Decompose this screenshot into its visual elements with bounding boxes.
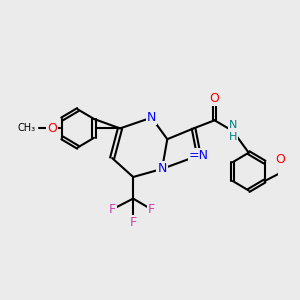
Text: =N: =N bbox=[189, 149, 209, 162]
Text: CH₃: CH₃ bbox=[18, 123, 36, 134]
Text: F: F bbox=[148, 203, 155, 216]
Text: N: N bbox=[147, 111, 156, 124]
Text: F: F bbox=[109, 203, 116, 216]
Text: O: O bbox=[210, 92, 220, 105]
Text: N
H: N H bbox=[229, 120, 237, 142]
Text: O: O bbox=[275, 153, 285, 166]
Text: N: N bbox=[158, 162, 167, 176]
Text: O: O bbox=[47, 122, 57, 135]
Text: F: F bbox=[130, 216, 137, 230]
